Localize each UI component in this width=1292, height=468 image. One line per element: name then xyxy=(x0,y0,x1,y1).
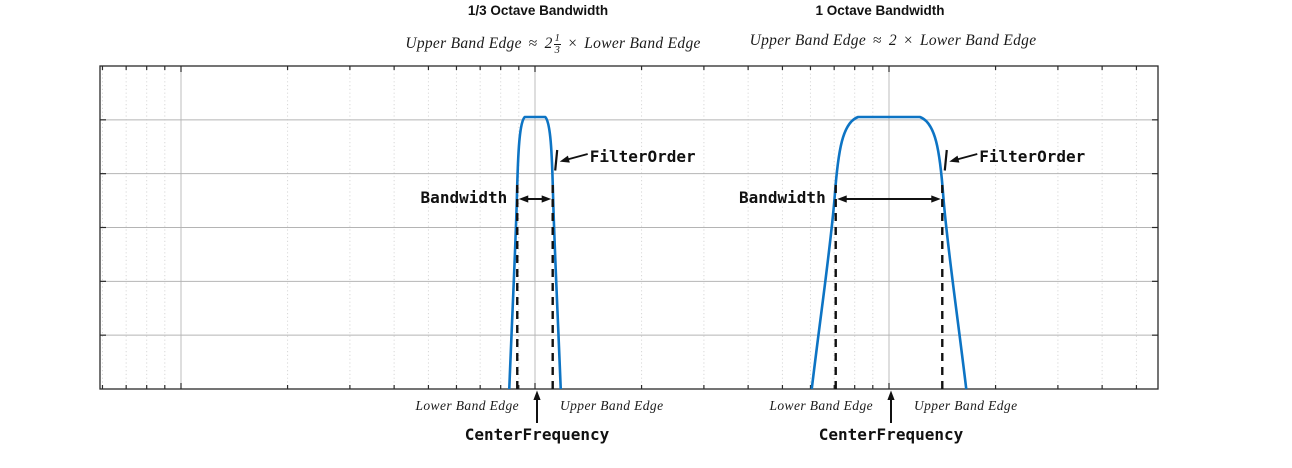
right-panel-title: 1 Octave Bandwidth xyxy=(815,3,945,18)
formula-rhs: Lower Band Edge xyxy=(584,35,701,52)
center-frequency-label: CenterFrequency xyxy=(818,425,964,444)
filter-order-tick xyxy=(943,149,948,171)
bandpass-response-curve xyxy=(507,115,563,390)
formula-coefficient: 2 xyxy=(888,32,897,49)
bandwidth-label: Bandwidth xyxy=(739,188,826,207)
times-symbol: × xyxy=(903,32,913,49)
formula-lhs: Upper Band Edge xyxy=(749,32,867,49)
annotations xyxy=(516,149,978,423)
bandwidth-label: Bandwidth xyxy=(420,188,508,207)
exponent-fraction: 1 3 xyxy=(553,33,562,57)
filter-order-tick xyxy=(554,149,559,171)
filter-curves xyxy=(507,115,968,390)
left-panel-formula: Upper Band Edge ≈ 2 1 3 × Lower Band Edg… xyxy=(368,33,738,63)
approx-symbol: ≈ xyxy=(873,32,882,49)
formula-rhs: Lower Band Edge xyxy=(919,32,1037,49)
times-symbol: × xyxy=(568,35,578,52)
upper-band-edge-label: Upper Band Edge xyxy=(914,398,1018,413)
right-panel-formula: Upper Band Edge ≈ 2 × Lower Band Edge xyxy=(708,32,1078,50)
formula-coefficient: 2 xyxy=(544,35,553,52)
filter-order-label: FilterOrder xyxy=(589,147,696,166)
axis-tick-marks xyxy=(100,66,1158,389)
filter-order-label: FilterOrder xyxy=(979,147,1086,166)
upper-band-edge-label: Upper Band Edge xyxy=(560,398,664,413)
approx-symbol: ≈ xyxy=(528,35,538,52)
horizontal-gridlines xyxy=(100,119,1158,336)
lower-band-edge-label: Lower Band Edge xyxy=(769,398,873,413)
fraction-numerator: 1 xyxy=(553,33,562,46)
bandpass-response-curve xyxy=(810,115,968,390)
lower-band-edge-label: Lower Band Edge xyxy=(415,398,519,413)
formula-lhs: Upper Band Edge xyxy=(405,35,522,52)
fraction-denominator: 3 xyxy=(554,45,561,57)
center-frequency-label: CenterFrequency xyxy=(464,425,610,444)
left-panel-title: 1/3 Octave Bandwidth xyxy=(467,3,609,18)
